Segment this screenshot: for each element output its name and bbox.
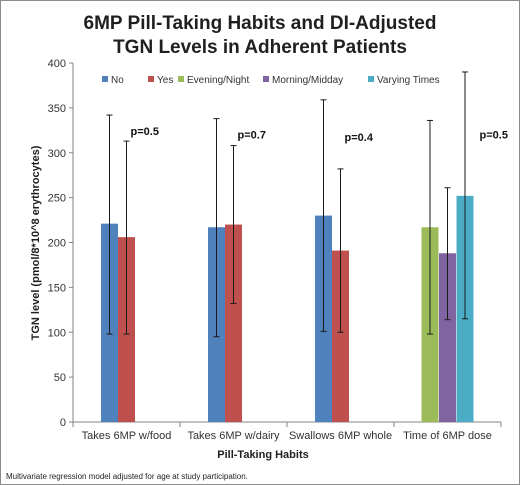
p-value-annotation: p=0.7 [238,129,266,141]
x-category-label: Takes 6MP w/dairy [187,430,280,442]
legend-label: Yes [157,75,173,86]
legend-swatch [102,76,108,82]
chart-title-line-1: 6MP Pill-Taking Habits and DI-Adjusted [84,13,437,34]
legend-label: No [111,75,124,86]
bar [225,224,242,422]
y-tick-label: 150 [48,282,66,294]
legend-swatch [263,76,269,82]
legend-swatch [368,76,374,82]
p-value-annotation: p=0.4 [345,132,374,144]
y-axis-title: TGN level (pmol/8*10^8 erythrocytes) [30,145,42,340]
legend-label: Morning/Midday [272,75,343,86]
plot-area: 0 50 100 150 200 250 300 350 400 Takes 6MP w/food… [48,58,508,442]
y-tick-label: 200 [48,238,66,250]
x-axis-title: Pill-Taking Habits [217,449,308,461]
legend-swatch [148,76,154,82]
y-tick-label: 0 [60,417,66,429]
y-tick-label: 250 [48,193,66,205]
y-tick-label: 100 [48,327,66,339]
bar [332,250,349,422]
legend-swatch [178,76,184,82]
y-tick-label: 350 [48,103,66,115]
y-tick-label: 300 [48,148,66,160]
x-category-label: Time of 6MP dose [403,430,492,442]
y-tick-label: 400 [48,58,66,70]
y-tick-label: 50 [54,372,66,384]
x-category-label: Takes 6MP w/food [82,430,172,442]
legend-label: Evening/Night [187,75,249,86]
chart-title-line-2: TGN Levels in Adherent Patients [113,37,407,58]
p-value-annotation: p=0.5 [480,129,508,141]
p-value-annotation: p=0.5 [131,126,159,138]
x-category-label: Swallows 6MP whole [289,430,392,442]
legend-label: Varying Times [377,75,440,86]
bar [439,253,456,422]
footnote: Multivariate regression model adjusted f… [6,472,248,481]
